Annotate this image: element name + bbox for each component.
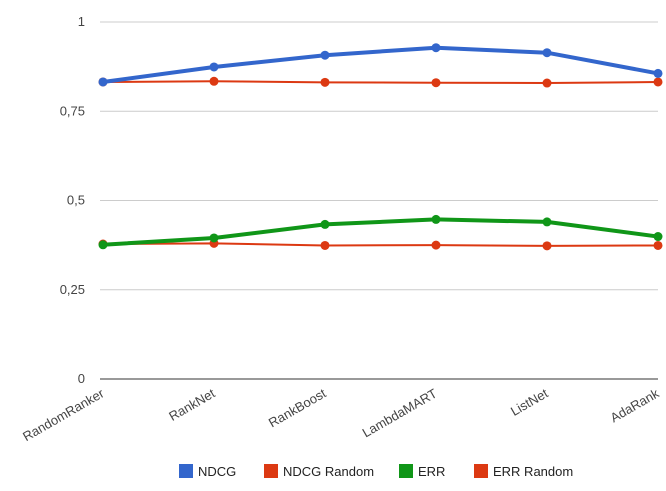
legend-swatch bbox=[179, 464, 193, 478]
data-point bbox=[209, 76, 219, 86]
data-point bbox=[431, 214, 441, 224]
x-tick-label: RandomRanker bbox=[20, 385, 107, 444]
data-point bbox=[431, 78, 441, 88]
legend-item: NDCG bbox=[179, 464, 236, 479]
legend-label: ERR bbox=[418, 464, 445, 479]
data-point bbox=[542, 78, 552, 88]
legend-label: NDCG Random bbox=[283, 464, 374, 479]
data-point bbox=[542, 241, 552, 251]
data-point bbox=[209, 62, 219, 72]
data-point bbox=[320, 219, 330, 229]
x-tick-label: AdaRank bbox=[608, 385, 662, 425]
x-tick-label: LambdaMART bbox=[360, 386, 440, 441]
series-line bbox=[101, 45, 660, 84]
legend: NDCG NDCG Random ERR ERR Random bbox=[179, 464, 573, 479]
data-point bbox=[431, 43, 441, 53]
x-tick-label: ListNet bbox=[508, 385, 551, 418]
y-tick-label: 0,25 bbox=[60, 282, 85, 297]
data-point bbox=[542, 48, 552, 58]
legend-swatch bbox=[399, 464, 413, 478]
legend-swatch bbox=[474, 464, 488, 478]
data-point bbox=[98, 240, 108, 250]
data-point bbox=[431, 240, 441, 250]
data-point bbox=[320, 240, 330, 250]
data-point bbox=[653, 232, 663, 242]
x-tick-label: RankNet bbox=[166, 385, 218, 423]
data-point bbox=[320, 77, 330, 87]
data-point bbox=[98, 77, 108, 87]
series-ndcg bbox=[98, 43, 663, 87]
legend-swatch bbox=[264, 464, 278, 478]
data-point bbox=[542, 217, 552, 227]
series-err bbox=[98, 214, 663, 250]
y-tick-label: 0 bbox=[78, 371, 85, 386]
y-tick-label: 0,5 bbox=[67, 193, 85, 208]
series-line bbox=[102, 242, 659, 247]
series-ndcg-random bbox=[98, 76, 663, 88]
series-line bbox=[102, 80, 659, 85]
legend-label: ERR Random bbox=[493, 464, 573, 479]
legend-item: NDCG Random bbox=[264, 464, 374, 479]
legend-label: NDCG bbox=[198, 464, 236, 479]
series bbox=[98, 43, 663, 251]
legend-item: ERR Random bbox=[474, 464, 573, 479]
series-line bbox=[101, 217, 660, 247]
data-point bbox=[653, 68, 663, 78]
legend-item: ERR bbox=[399, 464, 445, 479]
data-point bbox=[653, 240, 663, 250]
gridlines bbox=[100, 21, 658, 291]
data-point bbox=[653, 77, 663, 87]
y-tick-label: 0,75 bbox=[60, 103, 85, 118]
y-tick-label: 1 bbox=[78, 14, 85, 29]
x-tick-label: RankBoost bbox=[266, 385, 329, 430]
data-point bbox=[209, 233, 219, 243]
data-point bbox=[320, 50, 330, 60]
